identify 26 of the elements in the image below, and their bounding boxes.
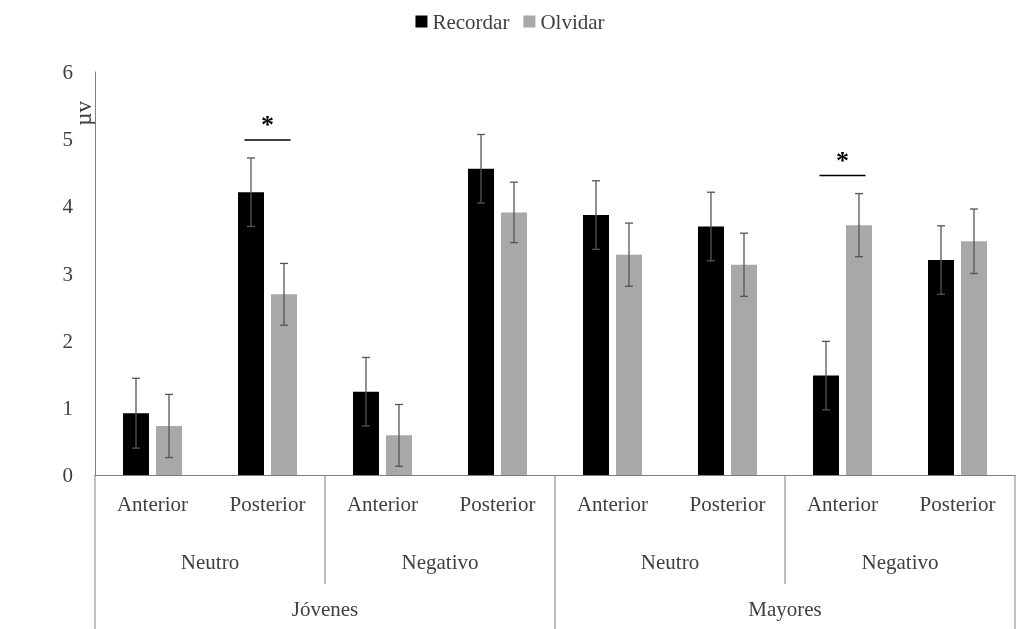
annotation: * — [261, 110, 274, 140]
text: Neutro — [640, 550, 700, 574]
y-axis-title: µv — [71, 100, 96, 126]
x-tick-label: Anterior — [806, 491, 879, 516]
y-tick-label: 3 — [62, 261, 73, 286]
x-tick-label: Posterior — [689, 491, 766, 516]
x-tick-label: Posterior — [919, 491, 996, 516]
x-tick-label: Anterior — [576, 491, 649, 516]
y-tick-label: 0 — [62, 463, 73, 487]
text: Negativo — [401, 550, 479, 574]
y-tick-label: 4 — [62, 194, 74, 219]
x-tick-label: Posterior — [229, 491, 306, 516]
y-tick-label: 2 — [62, 328, 73, 353]
text: Neutro — [180, 550, 240, 574]
x-tick-label: Anterior — [346, 491, 419, 516]
annotation: * — [836, 146, 849, 176]
y-tick-label: 1 — [62, 395, 73, 420]
x-tick-label: Posterior — [459, 491, 536, 516]
legend-label: Olvidar — [540, 9, 605, 34]
y-tick-label: 6 — [62, 60, 73, 84]
text: Jóvenes — [291, 597, 359, 621]
y-tick-label: 5 — [62, 127, 73, 152]
x-tick-label: Anterior — [116, 491, 189, 516]
text: Mayores — [748, 597, 822, 621]
legend-label: Recordar — [432, 9, 510, 34]
text: Negativo — [861, 550, 939, 574]
